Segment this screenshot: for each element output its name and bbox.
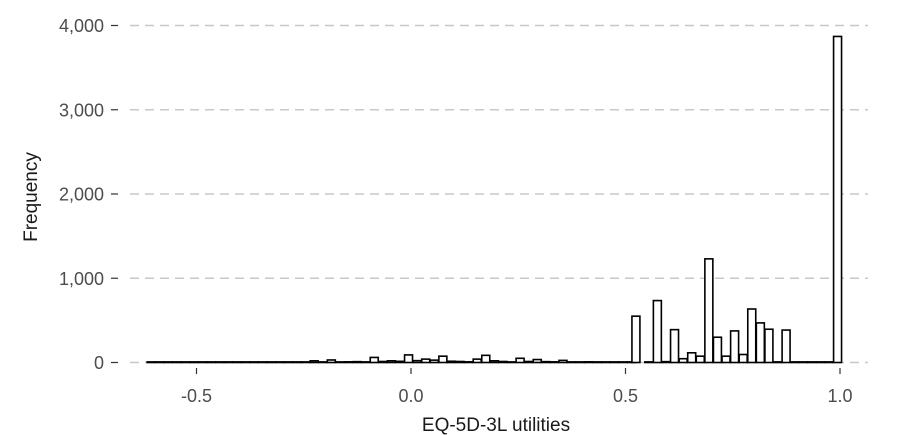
histogram-bar [695,355,706,364]
histogram-bar [807,361,817,364]
histogram-bar [232,361,242,364]
histogram-bar [378,360,388,364]
histogram-bar [781,329,791,364]
histogram-bar [403,354,414,364]
histogram-bar [189,361,199,364]
x-tick-label: 0.0 [398,386,423,406]
y-tick-label: 4,000 [59,16,104,36]
histogram-bar [420,358,431,364]
histogram-bar [480,354,491,364]
histogram-bar [283,361,294,364]
histogram-bar [746,308,757,364]
histogram-bar [652,299,663,364]
histogram-bar [172,361,182,364]
histogram-bar [335,361,345,364]
x-axis: -0.5 0.0 0.5 1.0 [181,368,853,406]
histogram-bar [360,361,371,364]
histogram-bar [592,361,603,364]
histogram-bar [644,361,654,364]
histogram-bar [146,361,156,364]
histogram-bar [369,356,380,364]
histogram-bar [686,352,697,364]
histogram-bar [815,361,826,364]
histogram-bar [257,361,268,364]
histogram-bar [789,361,800,364]
histogram-bar [729,330,740,364]
histogram-bar [154,361,165,364]
histogram-bar [215,361,225,364]
x-tick-label: 0.5 [613,386,638,406]
histogram-bar [292,361,302,364]
histogram-bar [583,361,594,364]
histogram-bar [661,360,671,364]
y-tick-label: 1,000 [59,269,104,289]
histogram-bar [558,359,568,364]
histogram-bar [506,361,517,364]
histogram-bar [266,361,277,364]
histogram-bar [206,361,217,364]
histogram-bar [755,322,766,364]
histogram-bar [721,355,731,364]
histogram-bar [832,35,843,364]
histogram-bar [472,358,482,364]
histogram-bar [772,361,783,364]
histogram-bar [446,360,457,364]
histogram-bar [631,315,641,364]
histogram-bar [438,355,448,364]
histogram-bar [429,359,440,364]
histogram-bar [798,361,809,364]
y-axis-title: Frequency [21,152,42,242]
histogram-bar [240,361,251,364]
histogram-bar [678,357,688,364]
histogram-bar [197,361,208,364]
gridlines [130,24,868,364]
x-tick-label: -0.5 [181,386,212,406]
histogram-bar [463,361,474,364]
histogram-bar [300,361,311,364]
histogram-bar [386,360,397,364]
y-tick-label: 2,000 [59,185,104,205]
histogram-bars [146,35,843,364]
histogram-bar [317,361,328,364]
histogram-bar [455,360,465,364]
histogram-bar [549,361,560,364]
histogram-bar [704,258,714,364]
histogram-bar [309,360,319,364]
y-tick-label: 3,000 [59,100,104,120]
histogram-bar [249,361,259,364]
histogram-bar [601,361,611,364]
histogram-bar [180,361,191,364]
y-axis: 0 1,000 2,000 3,000 4,000 [59,16,118,373]
histogram-bar [618,361,628,364]
histogram-bar [566,361,577,364]
x-axis-title: EQ-5D-3L utilities [422,415,570,435]
histogram-bar [532,358,543,364]
histogram-bar [609,361,620,364]
histogram-bar [343,361,354,364]
histogram-bar [352,360,362,364]
histogram-bar [326,359,337,364]
histogram-bar [575,361,585,364]
histogram-bar [738,353,748,364]
y-tick-label: 0 [94,353,104,373]
histogram-bar [515,357,525,364]
histogram-bar [395,360,405,364]
histogram-bar [712,336,723,364]
x-tick-label: 1.0 [827,386,852,406]
histogram-bar [489,360,500,364]
histogram-bar [523,360,534,364]
histogram-bar [275,361,285,364]
histogram-bar [669,328,680,364]
histogram-bar [824,361,834,364]
histogram-bar [764,328,774,364]
histogram-bar [223,361,234,364]
histogram-bar [498,360,508,364]
histogram-bar [163,361,174,364]
histogram-bar [412,359,422,364]
histogram-bar [541,360,551,364]
